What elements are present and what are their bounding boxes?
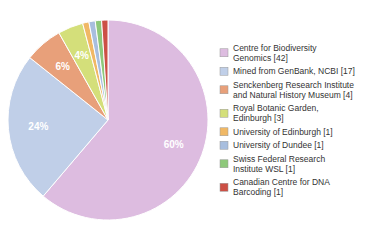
legend: Centre for BiodiversityGenomics [42] Mine… — [220, 43, 355, 198]
legend-label-line: Institute WSL [1] — [233, 164, 295, 174]
legend-item: Canadian Centre for DNABarcoding [1] — [220, 177, 330, 197]
legend-label: University of Dundee [1] — [233, 140, 324, 150]
legend-swatch — [220, 109, 228, 117]
legend-label: Canadian Centre for DNABarcoding [1] — [233, 177, 330, 197]
legend-item: Centre for BiodiversityGenomics [42] — [220, 43, 317, 63]
legend-label-line: Swiss Federal Research — [233, 154, 325, 164]
data-label: 4% — [75, 50, 90, 61]
legend-label: Centre for BiodiversityGenomics [42] — [233, 43, 317, 63]
legend-item: Swiss Federal ResearchInstitute WSL [1] — [220, 154, 325, 174]
pie — [8, 20, 208, 220]
pie-slice — [95, 20, 108, 120]
chart: 60% 24% 6% 4% Centre for BiodiversityGenomic… — [0, 0, 380, 240]
pie-slice — [102, 20, 108, 120]
data-label: 6% — [55, 61, 70, 72]
legend-label-line: University of Edinburgh [1] — [233, 127, 333, 137]
legend-item: Mined from GenBank, NCBI [17] — [220, 66, 355, 76]
legend-label: Senckenberg Research Instituteand Natura… — [233, 80, 354, 100]
legend-swatch — [220, 183, 228, 191]
legend-swatch — [220, 160, 228, 168]
legend-label-line: University of Dundee [1] — [233, 140, 324, 150]
legend-swatch — [220, 67, 228, 75]
legend-label-line: Mined from GenBank, NCBI [17] — [233, 66, 355, 76]
legend-label-line: Centre for Biodiversity — [233, 43, 317, 53]
data-label: 24% — [28, 121, 48, 132]
legend-label-line: Genomics [42] — [233, 53, 288, 63]
legend-swatch — [220, 86, 228, 94]
legend-label-line: Canadian Centre for DNA — [233, 177, 330, 187]
legend-label: Mined from GenBank, NCBI [17] — [233, 66, 355, 76]
legend-swatch — [220, 141, 228, 149]
legend-item: University of Edinburgh [1] — [220, 127, 333, 137]
legend-item: Royal Botanic Garden,Edinburgh [3] — [220, 103, 319, 123]
legend-label-line: Royal Botanic Garden, — [233, 103, 319, 113]
legend-label: University of Edinburgh [1] — [233, 127, 333, 137]
legend-label-line: Edinburgh [3] — [233, 113, 284, 123]
legend-swatch — [220, 49, 228, 57]
legend-item: Senckenberg Research Instituteand Natura… — [220, 80, 354, 100]
legend-label: Royal Botanic Garden,Edinburgh [3] — [233, 103, 319, 123]
legend-swatch — [220, 128, 228, 136]
legend-label-line: and Natural History Museum [4] — [233, 90, 353, 100]
data-labels: 60% 24% 6% 4% — [28, 50, 183, 150]
data-label: 60% — [164, 139, 184, 150]
pie-slice — [89, 21, 108, 120]
legend-item: University of Dundee [1] — [220, 140, 324, 150]
legend-label-line: Senckenberg Research Institute — [233, 80, 354, 90]
legend-label: Swiss Federal ResearchInstitute WSL [1] — [233, 154, 325, 174]
legend-label-line: Barcoding [1] — [233, 187, 283, 197]
